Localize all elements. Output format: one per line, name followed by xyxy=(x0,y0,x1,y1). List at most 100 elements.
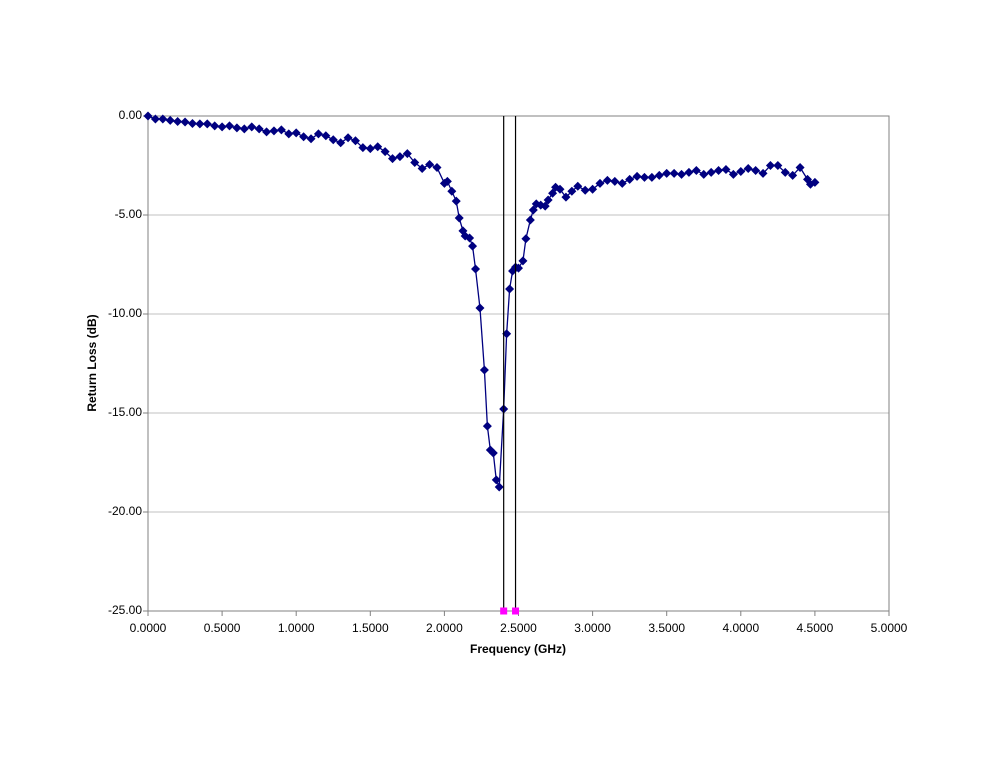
data-point xyxy=(491,475,501,485)
y-tick-label: -5.00 xyxy=(115,207,143,221)
data-point xyxy=(525,215,535,225)
data-point xyxy=(677,169,687,179)
data-point xyxy=(795,162,805,172)
data-point xyxy=(195,119,205,129)
data-point xyxy=(239,124,249,134)
data-point xyxy=(202,119,212,129)
y-axis-title: Return Loss (dB) xyxy=(85,314,99,411)
data-point xyxy=(336,138,346,148)
data-point xyxy=(410,158,420,168)
data-point xyxy=(736,166,746,176)
data-point xyxy=(321,131,331,141)
x-tick-label: 3.5000 xyxy=(648,621,685,635)
data-point xyxy=(610,176,620,186)
data-point xyxy=(417,163,427,173)
data-point xyxy=(247,122,257,132)
data-point xyxy=(810,177,820,187)
data-point xyxy=(573,181,583,191)
data-point xyxy=(617,178,627,188)
data-point xyxy=(567,186,577,196)
x-tick-label: 5.0000 xyxy=(871,621,908,635)
data-point xyxy=(706,167,716,177)
data-point xyxy=(465,233,475,243)
data-point xyxy=(254,124,264,134)
data-point xyxy=(751,165,761,175)
data-point xyxy=(514,263,523,273)
data-point xyxy=(180,117,190,127)
data-point xyxy=(482,421,492,431)
x-tick-label: 4.5000 xyxy=(797,621,834,635)
data-point xyxy=(662,168,672,178)
data-point xyxy=(395,152,405,162)
data-point xyxy=(528,205,538,215)
x-tick-label: 1.0000 xyxy=(278,621,315,635)
data-point xyxy=(505,284,515,294)
data-point xyxy=(451,196,461,206)
data-point xyxy=(373,142,383,152)
data-point xyxy=(269,126,279,136)
data-point xyxy=(471,264,481,274)
data-point xyxy=(543,195,553,205)
data-point xyxy=(494,482,504,492)
data-point xyxy=(714,165,724,175)
data-point xyxy=(217,122,227,132)
data-point xyxy=(306,134,316,144)
x-tick-label: 0.0000 xyxy=(130,621,167,635)
data-point xyxy=(632,171,642,181)
data-point xyxy=(442,176,452,186)
data-point xyxy=(225,121,235,131)
x-tick-label: 4.0000 xyxy=(722,621,759,635)
data-point xyxy=(299,132,309,142)
data-point xyxy=(150,114,160,124)
data-point xyxy=(232,123,242,133)
data-point xyxy=(432,162,442,172)
x-tick-label: 1.5000 xyxy=(352,621,389,635)
data-point xyxy=(313,129,323,139)
data-point xyxy=(654,170,664,180)
x-tick-label: 0.5000 xyxy=(204,621,241,635)
data-point xyxy=(350,136,360,146)
data-point xyxy=(262,127,272,137)
y-tick-label: 0.00 xyxy=(119,108,143,122)
data-point xyxy=(402,149,412,159)
data-point xyxy=(743,163,753,173)
data-point xyxy=(602,175,612,185)
data-point xyxy=(425,160,435,170)
data-point xyxy=(210,121,220,131)
data-point xyxy=(468,241,478,251)
data-point xyxy=(518,256,528,266)
data-point xyxy=(475,303,485,313)
y-tick-label: -25.00 xyxy=(108,603,142,617)
data-point xyxy=(358,143,368,153)
data-point xyxy=(780,167,790,177)
data-point xyxy=(758,168,768,178)
data-point xyxy=(512,607,520,615)
data-point xyxy=(691,165,701,175)
data-point xyxy=(521,234,531,244)
data-point xyxy=(380,147,390,157)
data-point xyxy=(502,329,512,339)
data-point xyxy=(187,119,197,129)
data-point xyxy=(365,144,375,154)
data-point xyxy=(625,174,635,184)
x-tick-label: 3.0000 xyxy=(574,621,611,635)
data-point xyxy=(158,114,168,124)
y-tick-label: -20.00 xyxy=(108,504,142,518)
data-point xyxy=(699,169,709,179)
data-point xyxy=(479,365,489,375)
data-point xyxy=(388,154,398,164)
data-point xyxy=(500,607,508,615)
data-point xyxy=(447,186,457,196)
data-point xyxy=(580,185,590,195)
data-point xyxy=(588,184,598,194)
data-point xyxy=(721,164,731,174)
data-point xyxy=(488,448,498,458)
data-point xyxy=(595,178,605,188)
data-point xyxy=(328,135,338,145)
data-point xyxy=(165,115,175,125)
x-tick-label: 2.0000 xyxy=(426,621,463,635)
data-point xyxy=(669,168,679,178)
